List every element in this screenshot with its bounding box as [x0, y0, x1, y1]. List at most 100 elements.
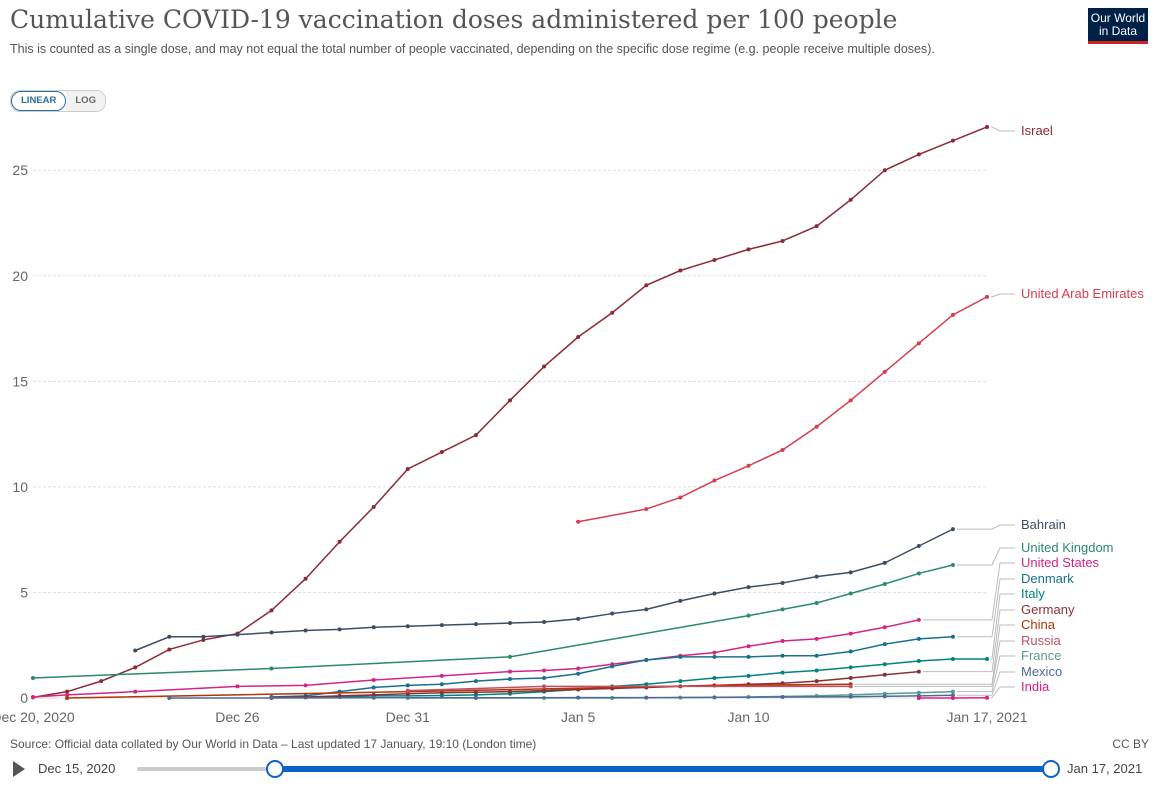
data-point[interactable] — [780, 653, 785, 658]
series-label[interactable]: United States — [1021, 555, 1100, 570]
data-point[interactable] — [950, 563, 955, 567]
series-line[interactable] — [32, 126, 988, 699]
data-point[interactable] — [814, 601, 819, 605]
data-point[interactable] — [814, 668, 819, 673]
data-point[interactable] — [882, 560, 887, 565]
data-point[interactable] — [167, 696, 172, 700]
data-point[interactable] — [950, 693, 955, 698]
data-point[interactable] — [167, 647, 172, 652]
series-label[interactable]: Mexico — [1021, 664, 1062, 679]
data-point[interactable] — [985, 656, 989, 661]
data-point[interactable] — [916, 617, 921, 622]
data-point[interactable] — [848, 675, 853, 680]
data-point[interactable] — [848, 665, 853, 670]
data-point[interactable] — [201, 634, 206, 639]
data-point[interactable] — [848, 631, 853, 636]
timeline-end-handle[interactable] — [1042, 760, 1060, 778]
data-point[interactable] — [916, 669, 921, 674]
data-point[interactable] — [712, 650, 717, 655]
data-point[interactable] — [882, 672, 887, 677]
data-point[interactable] — [950, 656, 955, 661]
series-mexico[interactable] — [167, 693, 955, 700]
data-point[interactable] — [780, 639, 785, 643]
data-point[interactable] — [848, 591, 853, 596]
series-label[interactable]: Germany — [1021, 602, 1075, 617]
data-point[interactable] — [985, 695, 989, 700]
data-point[interactable] — [133, 665, 138, 670]
data-point[interactable] — [405, 683, 410, 688]
series-bahrain[interactable] — [133, 527, 955, 653]
data-point[interactable] — [473, 690, 478, 695]
data-point[interactable] — [780, 670, 785, 675]
data-point[interactable] — [439, 673, 444, 678]
data-point[interactable] — [780, 607, 785, 612]
series-united-arab-emirates[interactable] — [576, 294, 989, 524]
data-point[interactable] — [473, 622, 478, 627]
owid-logo[interactable]: Our World in Data — [1088, 8, 1148, 44]
data-point[interactable] — [678, 598, 683, 603]
series-denmark[interactable] — [269, 634, 955, 699]
scale-toggle[interactable]: LINEAR LOG — [10, 90, 106, 112]
series-united-states[interactable] — [31, 617, 921, 699]
series-russia[interactable] — [405, 684, 853, 693]
data-point[interactable] — [644, 658, 649, 662]
data-point[interactable] — [610, 310, 615, 315]
data-point[interactable] — [848, 398, 853, 403]
series-label[interactable]: United Arab Emirates — [1021, 286, 1144, 301]
series-label[interactable]: Denmark — [1021, 571, 1074, 586]
data-point[interactable] — [916, 544, 921, 548]
data-point[interactable] — [950, 138, 955, 143]
data-point[interactable] — [508, 654, 512, 659]
data-point[interactable] — [678, 268, 683, 273]
data-point[interactable] — [576, 671, 581, 676]
data-point[interactable] — [916, 690, 921, 695]
data-point[interactable] — [814, 224, 819, 229]
data-point[interactable] — [848, 570, 853, 575]
series-israel[interactable] — [31, 124, 989, 700]
data-point[interactable] — [882, 168, 887, 173]
data-point[interactable] — [848, 684, 853, 689]
play-icon[interactable] — [13, 761, 25, 777]
data-point[interactable] — [542, 668, 547, 673]
data-point[interactable] — [303, 576, 308, 581]
data-point[interactable] — [916, 636, 921, 641]
data-point[interactable] — [439, 693, 444, 698]
data-point[interactable] — [780, 580, 785, 585]
data-point[interactable] — [405, 624, 410, 629]
line-chart[interactable]: 0 5 10 15 20 25 Dec 20, 2020 Dec 26 Dec 31 Jan 5 J… — [0, 0, 1165, 730]
data-point[interactable] — [712, 478, 717, 483]
data-point[interactable] — [542, 684, 547, 689]
series-line[interactable] — [169, 694, 953, 699]
data-point[interactable] — [916, 152, 921, 157]
data-point[interactable] — [644, 507, 649, 512]
data-point[interactable] — [610, 664, 615, 669]
series-label[interactable]: Russia — [1021, 633, 1062, 648]
data-point[interactable] — [405, 688, 410, 693]
data-point[interactable] — [542, 675, 547, 680]
series-label[interactable]: Israel — [1021, 123, 1053, 138]
data-point[interactable] — [405, 466, 410, 471]
data-point[interactable] — [439, 682, 444, 687]
data-point[interactable] — [848, 649, 853, 654]
data-point[interactable] — [882, 625, 887, 630]
data-point[interactable] — [371, 678, 376, 683]
data-point[interactable] — [610, 611, 615, 616]
data-point[interactable] — [337, 693, 342, 698]
series-line[interactable] — [578, 296, 988, 523]
data-point[interactable] — [712, 675, 717, 680]
data-point[interactable] — [916, 696, 921, 700]
timeline-selected-range[interactable] — [273, 766, 1050, 772]
data-point[interactable] — [473, 695, 478, 700]
data-point[interactable] — [337, 539, 342, 544]
timeline-start-handle[interactable] — [265, 760, 284, 778]
data-point[interactable] — [235, 684, 240, 689]
linear-scale-button[interactable]: LINEAR — [11, 91, 67, 111]
data-point[interactable] — [269, 608, 274, 613]
data-point[interactable] — [746, 613, 751, 618]
timeline-slider[interactable]: Dec 15, 2020 Jan 17, 2021 — [0, 757, 1165, 781]
data-point[interactable] — [644, 695, 649, 700]
data-point[interactable] — [167, 634, 172, 639]
data-point[interactable] — [508, 398, 512, 403]
data-point[interactable] — [133, 648, 138, 653]
data-point[interactable] — [31, 694, 35, 699]
